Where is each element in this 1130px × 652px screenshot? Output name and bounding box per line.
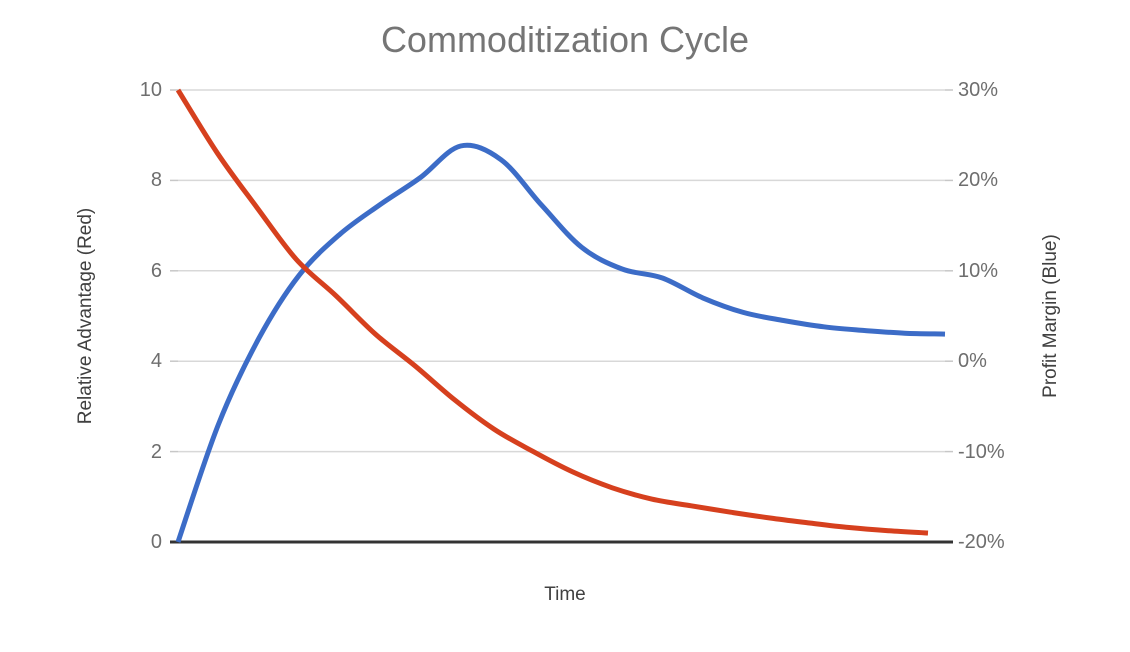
left-axis-tick-label: 10	[139, 79, 162, 101]
right-axis-tick-label: 0%	[958, 350, 987, 372]
red-series-line	[175, 88, 929, 536]
x-axis-title: Time	[544, 584, 586, 605]
left-axis-title: Relative Advantage (Red)	[75, 207, 96, 425]
right-axis-tick-label: -10%	[958, 441, 1005, 463]
left-axis-tick-label: 2	[150, 441, 162, 463]
blue-series-line	[175, 142, 946, 543]
right-axis-tick-label: -20%	[958, 531, 1005, 553]
left-axis-tick-label: 4	[150, 350, 162, 372]
left-axis-tick-label: 0	[150, 531, 162, 553]
left-axis-tick-label: 6	[150, 260, 162, 282]
right-axis-tick-label: 20%	[958, 169, 999, 191]
right-axis-title: Profit Margin (Blue)	[1040, 234, 1061, 398]
chart-title: Commoditization Cycle	[380, 19, 750, 60]
left-axis-tick-label: 8	[150, 169, 162, 191]
right-axis-tick-label: 10%	[958, 260, 999, 282]
right-axis-tick-label: 30%	[958, 79, 999, 101]
